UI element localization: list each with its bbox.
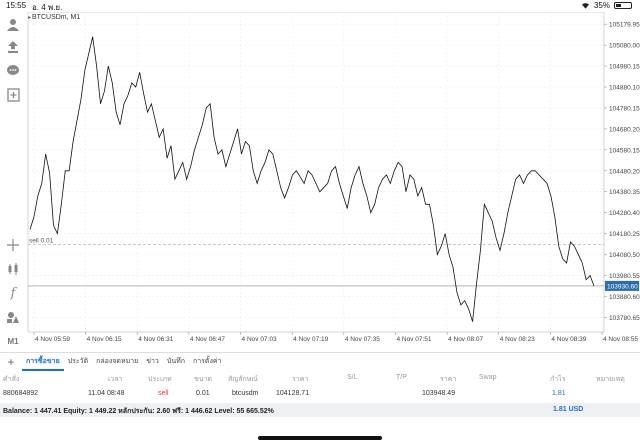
order-symbol: btcusdm bbox=[232, 390, 259, 397]
y-tick-label: 104180.25 bbox=[609, 231, 640, 238]
add-chart-icon[interactable] bbox=[4, 86, 22, 104]
order-profit: 1.81 bbox=[552, 390, 566, 397]
wifi-icon bbox=[581, 3, 589, 9]
positions-table: คำสั่ง เวลา ประเภท ขนาด สัญลักษณ์ ราคา S… bbox=[0, 370, 640, 402]
y-tick-label: 103880.60 bbox=[609, 294, 640, 301]
x-tick-label: 4 Nov 06:31 bbox=[138, 336, 173, 343]
total-profit: 1.81 USD bbox=[553, 406, 584, 413]
crosshair-icon[interactable] bbox=[4, 236, 22, 254]
y-tick-label: 103780.65 bbox=[609, 315, 640, 322]
bottom-tabs: + การซื้อขาย ประวัติ กล่องจดหมาย ข่าว บั… bbox=[0, 352, 640, 371]
order-id: 880684892 bbox=[3, 390, 39, 397]
date: อ. 4 พ.ย. bbox=[32, 3, 63, 12]
balance-summary: Balance: 1 447.41 Equity: 1 449.22 หลักป… bbox=[3, 408, 274, 415]
chart-grid bbox=[27, 12, 605, 333]
tab-trade[interactable]: การซื้อขาย bbox=[22, 353, 64, 371]
price-series-line bbox=[29, 36, 595, 322]
battery-percent: 35% bbox=[593, 1, 610, 10]
x-tick-label: 4 Nov 06:15 bbox=[87, 336, 122, 343]
y-tick-label: 105179.95 bbox=[609, 22, 640, 29]
x-tick-label: 4 Nov 07:51 bbox=[396, 336, 431, 343]
order-size: 0.01 bbox=[196, 390, 210, 397]
home-indicator bbox=[258, 436, 382, 440]
battery-icon bbox=[614, 2, 632, 9]
order-current-price: 103948.49 bbox=[422, 390, 456, 397]
y-tick-label: 104580.15 bbox=[609, 147, 640, 154]
order-price: 104128.71 bbox=[276, 390, 310, 397]
col-comment: หมายเหตุ bbox=[596, 376, 625, 383]
trade-icon[interactable] bbox=[4, 38, 22, 56]
chart-timeframe: M1 bbox=[70, 14, 81, 21]
col-type: ประเภท bbox=[148, 376, 172, 383]
tab-history[interactable]: ประวัติ bbox=[67, 357, 89, 365]
tab-journal[interactable]: บันทึก bbox=[166, 357, 185, 365]
x-tick-label: 4 Nov 07:35 bbox=[345, 336, 380, 343]
x-tick-label: 4 Nov 08:39 bbox=[551, 336, 586, 343]
col-sl: S/L bbox=[347, 374, 358, 381]
y-tick-label: 104680.20 bbox=[609, 126, 640, 133]
objects-icon[interactable] bbox=[4, 308, 22, 326]
col-profit: กำไร bbox=[550, 376, 566, 383]
current-price-line: 103930.60 bbox=[28, 280, 639, 291]
indicator-icon[interactable]: f bbox=[10, 285, 16, 301]
y-tick-label: 104780.15 bbox=[609, 105, 640, 112]
x-tick-label: 4 Nov 06:47 bbox=[190, 336, 225, 343]
clock: 15:55 bbox=[6, 1, 27, 10]
y-axis: 105179.95 105080.00 104980.15 104880.10 1047… bbox=[604, 22, 640, 322]
y-tick-label: 103980.55 bbox=[609, 273, 640, 280]
chart-title: BTCUSDm, M1 bbox=[28, 14, 80, 21]
x-tick-label: 4 Nov 07:19 bbox=[293, 336, 328, 343]
tab-settings[interactable]: การตั้งค่า bbox=[192, 357, 222, 365]
chart-symbol: BTCUSDm bbox=[28, 14, 67, 21]
order-time: 11.04 08:48 bbox=[88, 390, 125, 397]
table-row[interactable]: 880684892 11.04 08:48 sell 0.01 btcusdm … bbox=[0, 386, 640, 402]
x-tick-label: 4 Nov 08:07 bbox=[448, 336, 483, 343]
order-line: sell 0.01 bbox=[28, 237, 604, 245]
balance-bar: Balance: 1 447.41 Equity: 1 449.22 หลักป… bbox=[0, 403, 640, 417]
account-icon[interactable] bbox=[4, 16, 22, 34]
chat-icon[interactable] bbox=[4, 62, 22, 80]
candlestick-icon[interactable] bbox=[4, 260, 22, 278]
current-price-tag bbox=[605, 280, 639, 291]
col-tp: T/P bbox=[396, 374, 407, 381]
y-tick-label: 105080.00 bbox=[609, 43, 640, 50]
order-line-label: sell 0.01 bbox=[29, 237, 54, 244]
x-tick-label: 4 Nov 08:55 bbox=[603, 336, 638, 343]
tab-news[interactable]: ข่าว bbox=[146, 357, 159, 365]
col-symbol: สัญลักษณ์ bbox=[228, 376, 258, 383]
col-time: เวลา bbox=[108, 376, 123, 383]
x-axis: 4 Nov 05:59 4 Nov 06:15 4 Nov 06:31 4 Nov 0… bbox=[33, 332, 638, 343]
left-toolbar: f M1 bbox=[0, 12, 26, 352]
current-price-label: 103930.60 bbox=[607, 283, 638, 290]
y-tick-label: 104280.40 bbox=[609, 210, 640, 217]
x-tick-label: 4 Nov 08:23 bbox=[500, 336, 535, 343]
y-tick-label: 104980.15 bbox=[609, 64, 640, 71]
x-tick-label: 4 Nov 07:03 bbox=[242, 336, 277, 343]
y-tick-label: 104880.10 bbox=[609, 85, 640, 92]
col-current-price: ราคา bbox=[440, 376, 457, 383]
order-type: sell bbox=[158, 390, 169, 397]
status-bar: 15:55 อ. 4 พ.ย. 35% bbox=[0, 0, 640, 12]
table-header: คำสั่ง เวลา ประเภท ขนาด สัญลักษณ์ ราคา S… bbox=[0, 370, 640, 386]
price-chart[interactable]: sell 0.01 103930.60 105179.95105080.0010… bbox=[26, 12, 640, 352]
y-tick-label: 104480.20 bbox=[609, 168, 640, 175]
x-tick-label: 4 Nov 05:59 bbox=[35, 336, 70, 343]
y-tick-label: 104080.50 bbox=[609, 252, 640, 259]
timeframe-button[interactable]: M1 bbox=[7, 336, 19, 346]
y-tick-label: 104380.35 bbox=[609, 189, 640, 196]
col-swap: Swap bbox=[479, 374, 497, 381]
col-order: คำสั่ง bbox=[3, 376, 20, 383]
col-size: ขนาด bbox=[194, 376, 213, 383]
add-tab-icon[interactable]: + bbox=[7, 354, 15, 369]
tab-mailbox[interactable]: กล่องจดหมาย bbox=[96, 357, 139, 365]
col-price: ราคา bbox=[292, 376, 309, 383]
